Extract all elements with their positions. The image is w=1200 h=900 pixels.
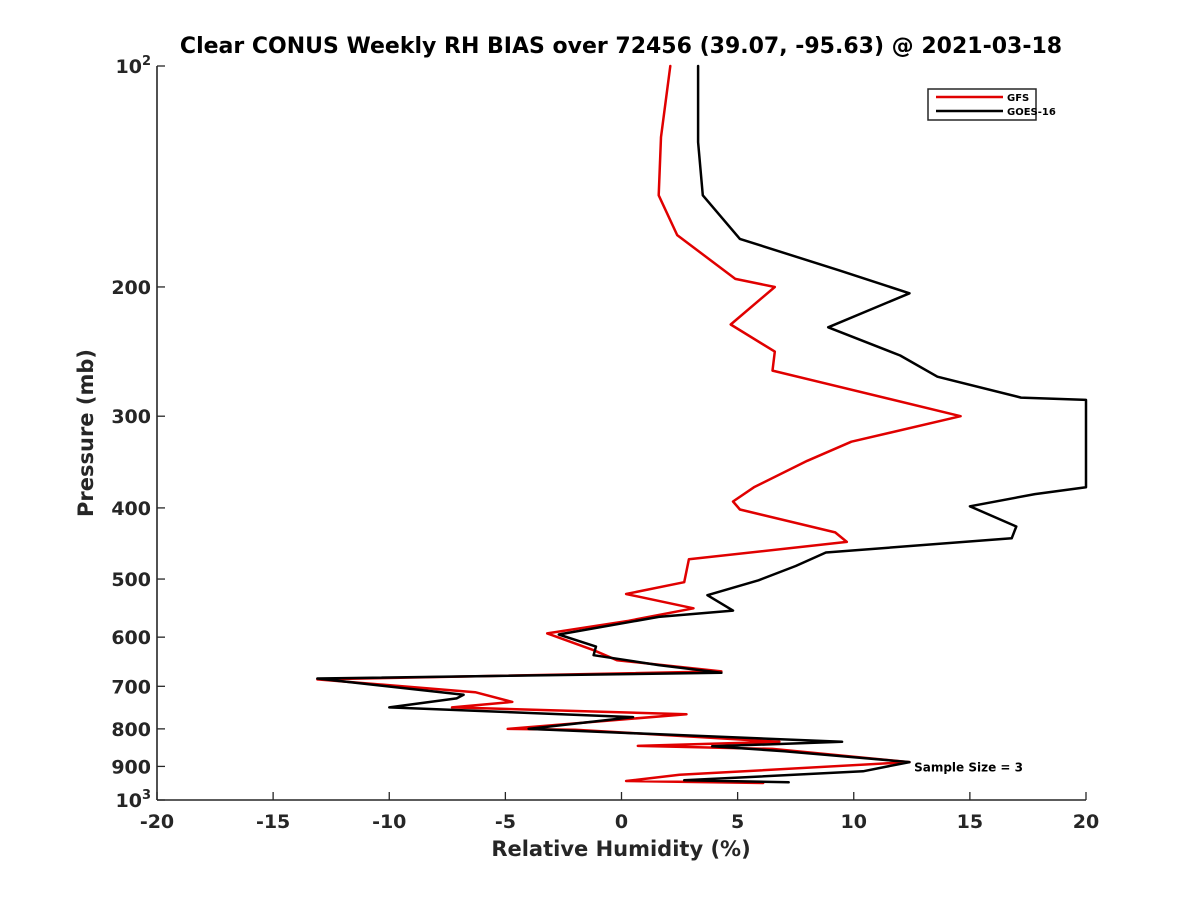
sample-size-annotation: Sample Size = 3 — [914, 760, 1023, 774]
legend-label-gfs: GFS — [1007, 93, 1029, 104]
y-tick-label: 800 — [111, 719, 151, 741]
y-tick-label: 400 — [111, 498, 151, 520]
x-axis-label: Relative Humidity (%) — [491, 837, 750, 861]
x-tick-label: -10 — [372, 811, 406, 833]
plot-area: -20 -15 -10 -5 0 5 10 15 20 102 200 300 400 500 600 70… — [111, 54, 1099, 833]
y-tick-label: 700 — [111, 676, 151, 698]
y-tick-label: 600 — [111, 627, 151, 649]
x-tick-label: 20 — [1073, 811, 1099, 833]
y-tick-label: 900 — [111, 756, 151, 778]
y-tick-label: 500 — [111, 569, 151, 591]
legend-box — [927, 88, 1037, 121]
x-ticks: -20 -15 -10 -5 0 5 10 15 20 — [140, 792, 1099, 833]
x-tick-label: -15 — [256, 811, 290, 833]
x-tick-label: -20 — [140, 811, 174, 833]
y-ticks: 102 200 300 400 500 600 700 800 900 103 — [111, 54, 165, 812]
x-tick-label: -5 — [495, 811, 516, 833]
x-tick-label: 0 — [615, 811, 628, 833]
legend: GFS GOES-16 — [927, 88, 1056, 121]
series-layer — [316, 64, 1088, 785]
y-axis-label: Pressure (mb) — [74, 349, 98, 517]
x-tick-label: 10 — [841, 811, 867, 833]
x-tick-label: 5 — [731, 811, 744, 833]
x-tick-label: 15 — [957, 811, 983, 833]
legend-label-goes16: GOES-16 — [1007, 107, 1056, 118]
y-tick-label: 200 — [111, 277, 151, 299]
y-tick-label: 102 — [116, 54, 152, 78]
y-tick-label: 103 — [116, 788, 152, 812]
series-line-goes-16 — [316, 64, 1088, 784]
chart-title: Clear CONUS Weekly RH BIAS over 72456 (3… — [180, 34, 1062, 59]
y-tick-label: 300 — [111, 406, 151, 428]
